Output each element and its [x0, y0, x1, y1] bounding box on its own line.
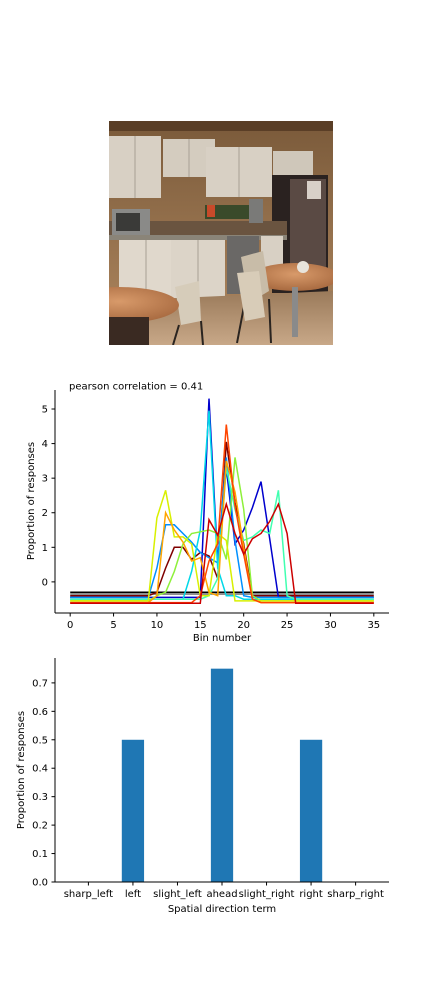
x-tick-label: 20 [237, 620, 250, 631]
y-tick-label: 4 [42, 439, 48, 450]
chart-title: pearson correlation = 0.41 [69, 382, 203, 393]
series-line-12 [70, 501, 374, 605]
x-tick-label: 15 [194, 620, 207, 631]
y-tick-label: 0.0 [32, 878, 48, 889]
bar-chart: sharp_left left slight_left ahead slight_rig… [16, 658, 389, 915]
x-tick-label: slight_left [153, 889, 202, 900]
x-tick-label: 0 [67, 620, 73, 631]
x-tick-label: slight_right [239, 889, 295, 900]
bar-group [121, 668, 323, 882]
x-axis-label: Spatial direction term [168, 904, 276, 915]
series-line-4 [70, 398, 374, 599]
x-tick-label: sharp_left [64, 889, 113, 900]
line-chart: pearson correlation = 0.41 0 5 10 15 20 25 30 3… [26, 382, 389, 644]
series-line-5 [70, 457, 374, 599]
x-tick-label: 30 [324, 620, 337, 631]
kitchen-photo [109, 121, 333, 345]
y-axis-label: Proportion of responses [26, 442, 37, 560]
x-tick-label: ahead [206, 889, 237, 900]
y-tick-label: 5 [42, 405, 48, 416]
y-tick-label: 0.4 [32, 764, 48, 775]
x-tick-label: 5 [110, 620, 116, 631]
bar-right [299, 739, 323, 882]
y-tick-label: 0.1 [32, 849, 48, 860]
y-tick-label: 1 [42, 543, 48, 554]
y-tick-label: 2 [42, 508, 48, 519]
axes [54, 390, 389, 614]
tick-group: 0 5 10 15 20 25 30 35 0 1 2 3 4 5 [42, 405, 381, 631]
x-axis-label: Bin number [193, 633, 252, 644]
x-tick-label: 25 [281, 620, 294, 631]
y-axis-label: Proportion of responses [16, 711, 27, 829]
y-tick-label: 0.2 [32, 821, 48, 832]
x-tick-label: sharp_right [327, 889, 384, 900]
y-tick-label: 0.7 [32, 678, 48, 689]
y-tick-label: 0.6 [32, 707, 48, 718]
y-tick-label: 0.5 [32, 735, 48, 746]
y-tick-label: 0 [42, 577, 48, 588]
x-tick-label: 35 [367, 620, 380, 631]
y-tick-label: 0.3 [32, 792, 48, 803]
series-lines [70, 398, 374, 605]
x-tick-label: left [125, 889, 141, 900]
y-tick-label: 3 [42, 474, 48, 485]
x-tick-label: right [299, 889, 323, 900]
x-tick-label: 10 [151, 620, 164, 631]
bar-ahead [210, 668, 234, 882]
tick-group: sharp_left left slight_left ahead slight_rig… [32, 678, 384, 900]
bar-left [121, 739, 145, 882]
